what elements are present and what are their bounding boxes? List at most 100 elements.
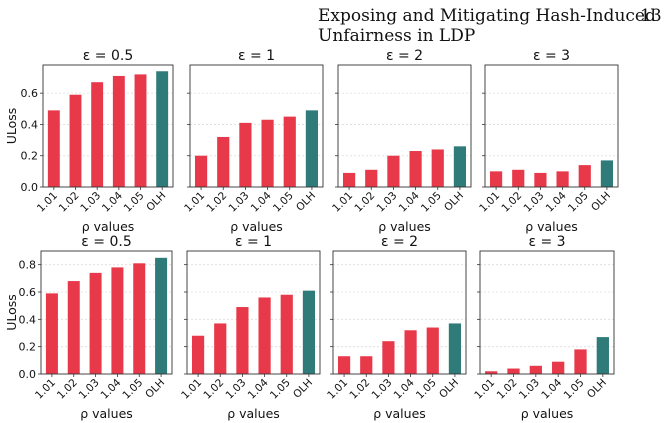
x-tick-label: 1.03 xyxy=(375,190,400,215)
x-tick-label: 1.05 xyxy=(120,377,145,402)
running-header: Exposing and Mitigating Hash-Induced Unf… xyxy=(0,6,664,46)
x-tick-label: 1.05 xyxy=(268,377,293,402)
x-tick-label: 1.01 xyxy=(179,377,204,402)
bar-OLH xyxy=(155,257,168,374)
bar-1.02 xyxy=(507,368,520,374)
bar-1.04 xyxy=(112,75,125,187)
panel-title: ε = 2 xyxy=(386,48,423,64)
bar-1.03 xyxy=(239,122,252,187)
x-tick-label: 1.04 xyxy=(100,189,125,214)
x-tick-label: OLH xyxy=(585,377,609,401)
x-axis-label: ρ values xyxy=(227,406,280,421)
x-tick-label: 1.05 xyxy=(122,190,147,215)
bar-OLH xyxy=(453,146,467,187)
x-axis-label: ρ values xyxy=(373,406,426,421)
x-tick-label: OLH xyxy=(143,377,167,401)
x-tick-label: 1.02 xyxy=(204,190,229,215)
bar-1.01 xyxy=(194,155,208,187)
x-tick-label: 1.05 xyxy=(562,377,587,402)
x-tick-label: 1.02 xyxy=(347,377,372,402)
bar-OLH xyxy=(302,290,316,374)
x-tick-label: 1.05 xyxy=(271,190,296,215)
bar-1.05 xyxy=(133,263,146,374)
x-tick-label: 1.03 xyxy=(522,190,547,215)
bar-1.04 xyxy=(258,297,271,374)
bar-1.03 xyxy=(236,307,249,374)
x-axis-label: ρ values xyxy=(378,219,431,234)
bar-OLH xyxy=(305,110,319,187)
x-tick-label: 1.04 xyxy=(397,189,422,214)
x-tick-label: OLH xyxy=(437,377,461,401)
x-tick-label: 1.05 xyxy=(419,190,444,215)
axes-frame xyxy=(186,250,321,375)
bar-1.04 xyxy=(111,267,124,374)
paper-title: Exposing and Mitigating Hash-Induced Unf… xyxy=(318,6,656,46)
x-tick-label: 1.03 xyxy=(517,377,542,402)
bar-1.05 xyxy=(431,149,444,187)
x-tick-label: OLH xyxy=(294,190,318,214)
y-tick-label: 0.2 xyxy=(19,341,37,354)
x-tick-label: 1.04 xyxy=(392,376,417,401)
x-tick-label: 1.04 xyxy=(544,189,569,214)
bar-1.02 xyxy=(67,281,80,374)
panel-title: ε = 0.5 xyxy=(83,48,133,64)
bar-1.02 xyxy=(217,136,230,187)
bar-1.05 xyxy=(426,327,439,374)
x-axis-label: ρ values xyxy=(521,406,574,421)
x-tick-label: 1.02 xyxy=(499,190,524,215)
x-tick-label: 1.01 xyxy=(182,190,207,215)
bar-1.05 xyxy=(134,74,147,187)
bar-1.01 xyxy=(47,110,60,187)
bar-OLH xyxy=(156,71,169,187)
bar-1.03 xyxy=(534,172,547,187)
bar-1.03 xyxy=(382,341,395,374)
bar-1.02 xyxy=(214,323,227,374)
y-tick-label: 0.8 xyxy=(19,259,37,272)
y-tick-label: 0.6 xyxy=(19,286,37,299)
bar-1.05 xyxy=(578,165,591,187)
x-tick-label: OLH xyxy=(589,190,613,214)
x-tick-label: 1.04 xyxy=(539,376,564,401)
x-tick-label: 1.01 xyxy=(472,377,497,402)
y-tick-label: 0.0 xyxy=(19,368,37,381)
x-tick-label: 1.02 xyxy=(57,190,82,215)
y-axis-label: ULoss xyxy=(4,108,19,145)
bar-OLH xyxy=(448,323,462,374)
bar-1.04 xyxy=(261,119,274,187)
x-axis-label: ρ values xyxy=(82,219,135,234)
bar-1.04 xyxy=(404,330,417,374)
bar-1.02 xyxy=(512,169,525,187)
y-tick-label: 0.4 xyxy=(19,313,37,326)
x-axis-label: ρ values xyxy=(80,406,133,421)
x-tick-label: 1.03 xyxy=(224,377,249,402)
panel-title: ε = 0.5 xyxy=(81,234,131,250)
axes-frame xyxy=(332,250,467,375)
bar-1.03 xyxy=(89,272,102,374)
bar-1.03 xyxy=(529,365,542,374)
bar-1.05 xyxy=(283,116,296,187)
x-tick-label: 1.02 xyxy=(55,377,80,402)
x-axis-label: ρ values xyxy=(525,219,578,234)
x-tick-label: 1.01 xyxy=(33,377,58,402)
panel-title: ε = 1 xyxy=(235,234,272,250)
x-tick-label: 1.04 xyxy=(249,189,274,214)
x-tick-label: 1.03 xyxy=(227,190,252,215)
x-tick-label: 1.05 xyxy=(566,190,591,215)
x-tick-label: OLH xyxy=(144,190,168,214)
panel-title: ε = 1 xyxy=(238,48,275,64)
x-tick-label: 1.04 xyxy=(246,376,271,401)
axes-frame xyxy=(337,64,472,188)
axes-frame xyxy=(484,64,619,188)
y-tick-label: 0.0 xyxy=(21,181,39,194)
x-tick-label: 1.01 xyxy=(35,190,60,215)
x-tick-label: 1.03 xyxy=(78,190,103,215)
x-tick-label: 1.03 xyxy=(77,377,102,402)
y-tick-label: 0.6 xyxy=(21,87,39,100)
bar-1.04 xyxy=(556,171,569,187)
bar-1.01 xyxy=(485,371,498,374)
